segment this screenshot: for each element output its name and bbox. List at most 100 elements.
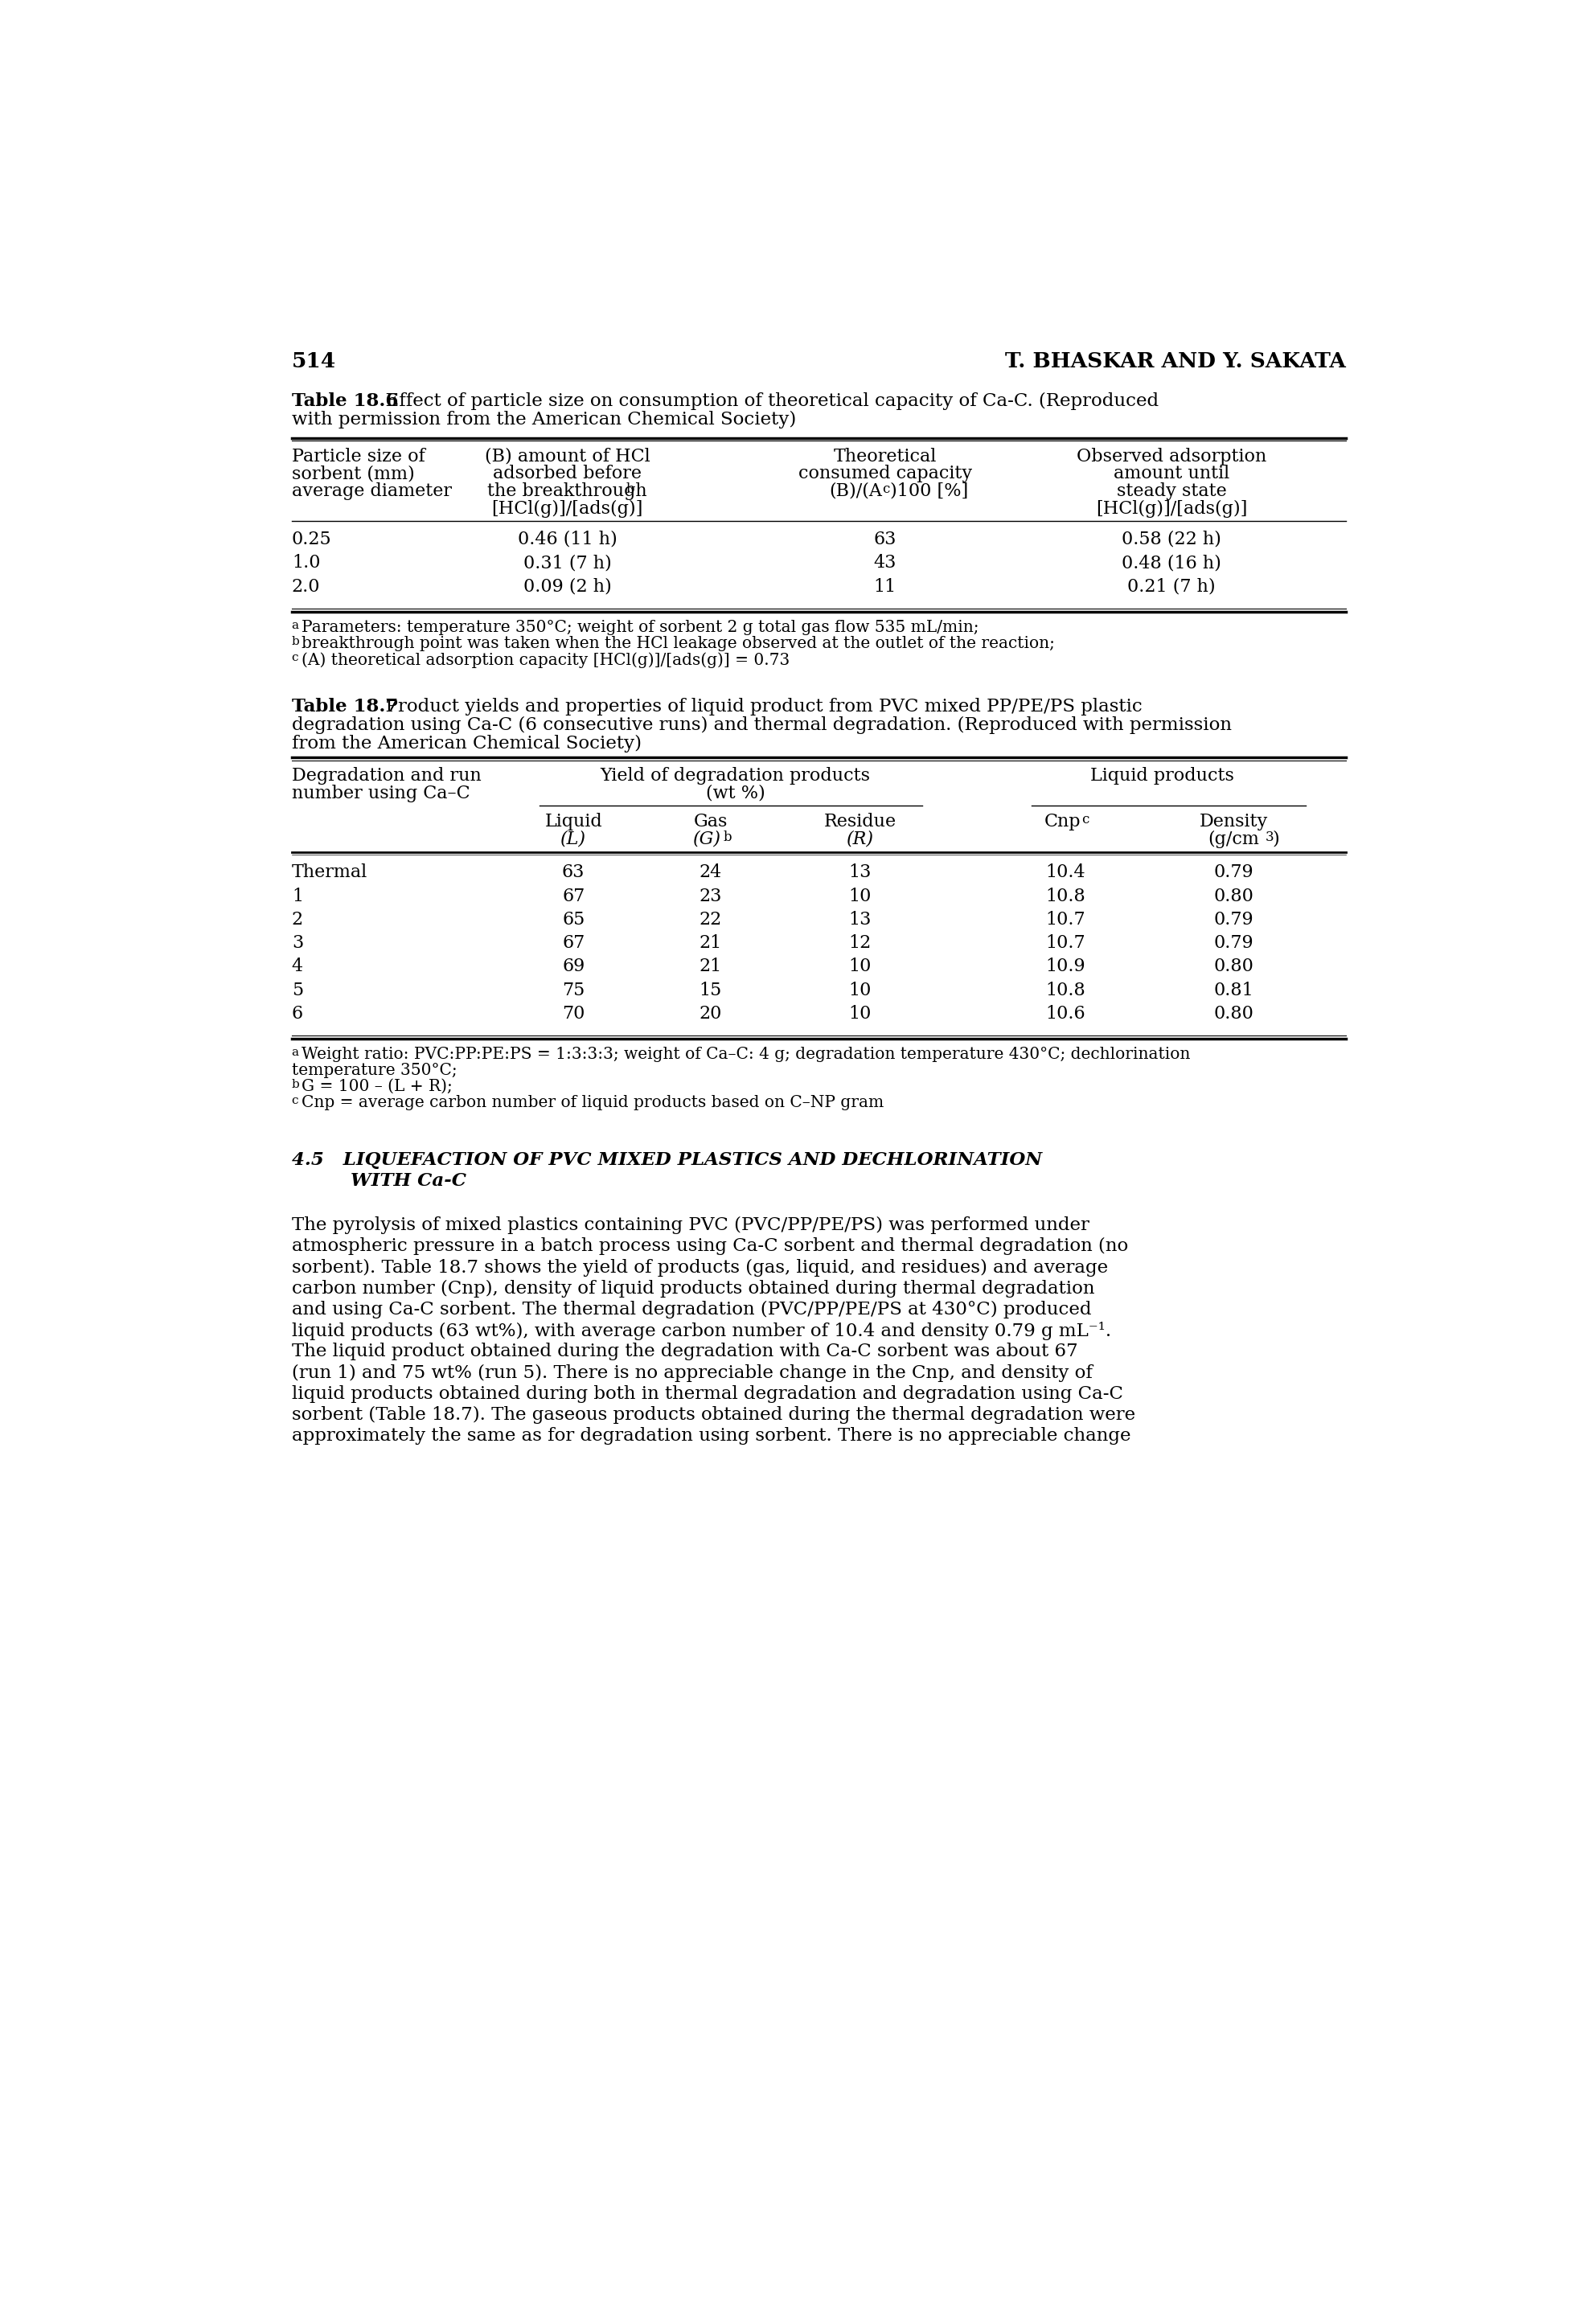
Text: steady state: steady state <box>1117 482 1227 500</box>
Text: 0.21 (7 h): 0.21 (7 h) <box>1127 577 1216 595</box>
Text: Liquid: Liquid <box>544 813 602 829</box>
Text: [HCl(g)]/[ads(g)]: [HCl(g)]/[ads(g)] <box>492 500 643 517</box>
Text: (B) amount of HCl: (B) amount of HCl <box>485 447 650 466</box>
Text: Weight ratio: PVC:PP:PE:PS = 1:3:3:3; weight of Ca–C: 4 g; degradation temperatu: Weight ratio: PVC:PP:PE:PS = 1:3:3:3; we… <box>302 1047 1191 1061</box>
Text: 6: 6 <box>292 1006 303 1022</box>
Text: Residue: Residue <box>824 813 897 829</box>
Text: WITH Ca-C: WITH Ca-C <box>351 1172 466 1191</box>
Text: c: c <box>292 1096 303 1108</box>
Text: 0.46 (11 h): 0.46 (11 h) <box>517 531 618 549</box>
Text: 21: 21 <box>699 957 721 975</box>
Text: Product yields and properties of liquid product from PVC mixed PP/PE/PS plastic: Product yields and properties of liquid … <box>373 697 1143 716</box>
Text: 514: 514 <box>292 352 337 371</box>
Text: 75: 75 <box>562 982 584 999</box>
Text: Theoretical: Theoretical <box>833 447 937 466</box>
Text: T. BHASKAR AND Y. SAKATA: T. BHASKAR AND Y. SAKATA <box>1005 352 1345 371</box>
Text: 5: 5 <box>292 982 303 999</box>
Text: 10: 10 <box>849 887 871 906</box>
Text: 3: 3 <box>1266 829 1274 843</box>
Text: 10: 10 <box>849 957 871 975</box>
Text: (A) theoretical adsorption capacity [HCl(g)]/[ads(g)] = 0.73: (A) theoretical adsorption capacity [HCl… <box>302 651 790 667</box>
Text: (R): (R) <box>846 829 873 848</box>
Text: c: c <box>292 651 303 663</box>
Text: degradation using Ca-C (6 consecutive runs) and thermal degradation. (Reproduced: degradation using Ca-C (6 consecutive ru… <box>292 716 1232 734</box>
Text: amount until: amount until <box>1114 466 1229 482</box>
Text: breakthrough point was taken when the HCl leakage observed at the outlet of the : breakthrough point was taken when the HC… <box>302 635 1055 651</box>
Text: G = 100 – (L + R);: G = 100 – (L + R); <box>302 1080 453 1094</box>
Text: sorbent (mm): sorbent (mm) <box>292 466 415 482</box>
Text: (g/cm: (g/cm <box>1208 829 1259 848</box>
Text: sorbent). Table 18.7 shows the yield of products (gas, liquid, and residues) and: sorbent). Table 18.7 shows the yield of … <box>292 1258 1108 1277</box>
Text: with permission from the American Chemical Society): with permission from the American Chemic… <box>292 410 796 429</box>
Text: The liquid product obtained during the degradation with Ca-C sorbent was about 6: The liquid product obtained during the d… <box>292 1344 1077 1360</box>
Text: Particle size of: Particle size of <box>292 447 425 466</box>
Text: (L): (L) <box>560 829 586 848</box>
Text: 63: 63 <box>873 531 897 549</box>
Text: 10.7: 10.7 <box>1045 911 1085 929</box>
Text: consumed capacity: consumed capacity <box>798 466 972 482</box>
Text: carbon number (Cnp), density of liquid products obtained during thermal degradat: carbon number (Cnp), density of liquid p… <box>292 1279 1095 1298</box>
Text: 3: 3 <box>292 934 303 952</box>
Text: 21: 21 <box>699 934 721 952</box>
Text: 0.09 (2 h): 0.09 (2 h) <box>523 577 611 595</box>
Text: Effect of particle size on consumption of theoretical capacity of Ca-C. (Reprodu: Effect of particle size on consumption o… <box>373 392 1159 410</box>
Text: a: a <box>292 619 303 630</box>
Text: liquid products obtained during both in thermal degradation and degradation usin: liquid products obtained during both in … <box>292 1386 1124 1402</box>
Text: the breakthrough: the breakthrough <box>487 482 646 500</box>
Text: 70: 70 <box>562 1006 584 1022</box>
Text: 2: 2 <box>292 911 303 929</box>
Text: 0.25: 0.25 <box>292 531 332 549</box>
Text: Observed adsorption: Observed adsorption <box>1077 447 1267 466</box>
Text: Gas: Gas <box>693 813 728 829</box>
Text: Liquid products: Liquid products <box>1090 767 1234 785</box>
Text: Density: Density <box>1200 813 1269 829</box>
Text: Parameters: temperature 350°C; weight of sorbent 2 g total gas flow 535 mL/min;: Parameters: temperature 350°C; weight of… <box>302 619 978 635</box>
Text: 11: 11 <box>873 577 897 595</box>
Text: 10.7: 10.7 <box>1045 934 1085 952</box>
Text: 20: 20 <box>699 1006 721 1022</box>
Text: c: c <box>1080 813 1088 827</box>
Text: 67: 67 <box>562 887 584 906</box>
Text: The pyrolysis of mixed plastics containing PVC (PVC/PP/PE/PS) was performed unde: The pyrolysis of mixed plastics containi… <box>292 1216 1088 1235</box>
Text: 0.79: 0.79 <box>1215 934 1254 952</box>
Text: 0.80: 0.80 <box>1215 957 1254 975</box>
Text: (run 1) and 75 wt% (run 5). There is no appreciable change in the Cnp, and densi: (run 1) and 75 wt% (run 5). There is no … <box>292 1365 1092 1381</box>
Text: 43: 43 <box>873 554 897 572</box>
Text: 10.8: 10.8 <box>1045 982 1085 999</box>
Text: Cnp: Cnp <box>1044 813 1080 829</box>
Text: 0.79: 0.79 <box>1215 864 1254 880</box>
Text: 0.80: 0.80 <box>1215 1006 1254 1022</box>
Text: 10.6: 10.6 <box>1045 1006 1085 1022</box>
Text: 10.4: 10.4 <box>1045 864 1085 880</box>
Text: (B)/(A: (B)/(A <box>828 482 883 500</box>
Text: c: c <box>883 482 889 496</box>
Text: liquid products (63 wt%), with average carbon number of 10.4 and density 0.79 g : liquid products (63 wt%), with average c… <box>292 1321 1111 1339</box>
Text: 15: 15 <box>699 982 721 999</box>
Text: 2.0: 2.0 <box>292 577 321 595</box>
Text: Table 18.7: Table 18.7 <box>292 697 397 716</box>
Text: approximately the same as for degradation using sorbent. There is no appreciable: approximately the same as for degradatio… <box>292 1427 1130 1446</box>
Text: 0.58 (22 h): 0.58 (22 h) <box>1122 531 1221 549</box>
Text: 10: 10 <box>849 982 871 999</box>
Text: 10: 10 <box>849 1006 871 1022</box>
Text: 4.5   LIQUEFACTION OF PVC MIXED PLASTICS AND DECHLORINATION: 4.5 LIQUEFACTION OF PVC MIXED PLASTICS A… <box>292 1152 1042 1170</box>
Text: b: b <box>292 1080 303 1091</box>
Text: 63: 63 <box>562 864 584 880</box>
Text: 12: 12 <box>849 934 871 952</box>
Text: ): ) <box>1272 829 1280 848</box>
Text: 0.80: 0.80 <box>1215 887 1254 906</box>
Text: 67: 67 <box>562 934 584 952</box>
Text: b: b <box>626 482 635 496</box>
Text: 0.79: 0.79 <box>1215 911 1254 929</box>
Text: b: b <box>723 829 731 843</box>
Text: temperature 350°C;: temperature 350°C; <box>292 1064 456 1077</box>
Text: 0.48 (16 h): 0.48 (16 h) <box>1122 554 1221 572</box>
Text: 1: 1 <box>292 887 303 906</box>
Text: Yield of degradation products: Yield of degradation products <box>600 767 870 785</box>
Text: 10.8: 10.8 <box>1045 887 1085 906</box>
Text: 0.81: 0.81 <box>1215 982 1254 999</box>
Text: (G): (G) <box>693 829 721 848</box>
Text: 4: 4 <box>292 957 303 975</box>
Text: 22: 22 <box>699 911 721 929</box>
Text: Thermal: Thermal <box>292 864 367 880</box>
